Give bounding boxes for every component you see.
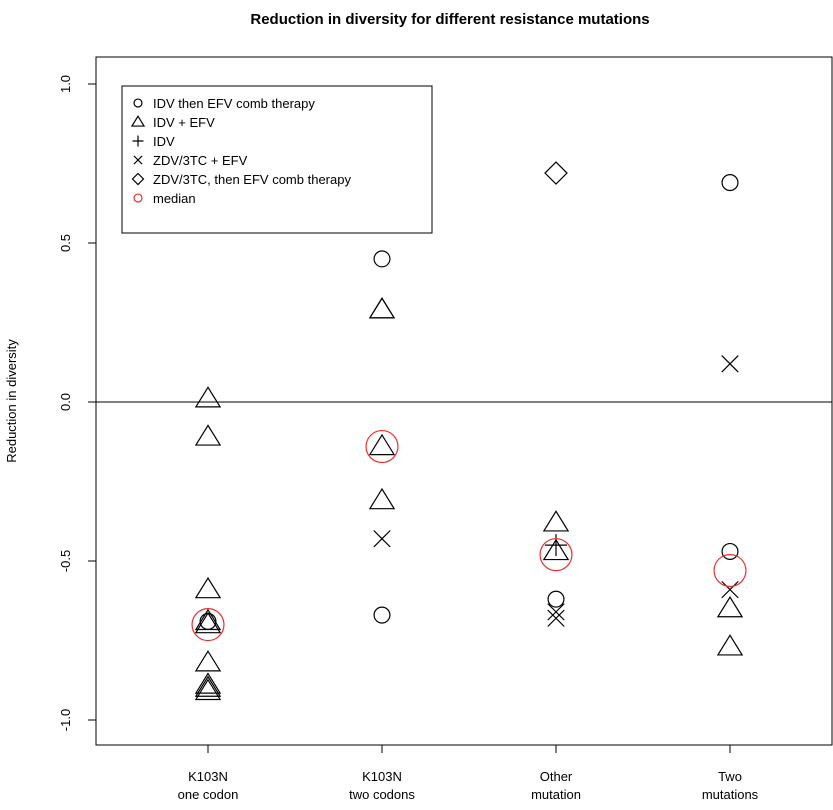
y-tick-label: -0.5 [58,550,73,572]
y-tick-label: 0.0 [58,393,73,411]
triangle-marker [194,611,222,634]
triangle-marker [542,510,570,532]
median-marker [539,538,573,572]
legend-symbol [131,172,145,186]
legend-label: median [153,191,196,206]
median-marker [713,553,747,588]
y-axis: -1.0 -0.5 0.0 0.5 1.0 [58,75,96,731]
circle-marker [373,606,391,624]
x-tick-label: mutation [531,787,581,802]
triangle-marker [194,424,222,446]
cross-marker [547,603,565,621]
triangle-marker [194,386,222,408]
cross-marker [721,580,739,599]
legend-label: ZDV/3TC + EFV [153,153,248,168]
triangle-marker [194,608,222,631]
chart-title: Reduction in diversity for different res… [250,11,649,28]
cross-marker [547,609,565,627]
legend-symbol [133,193,143,203]
triangle-marker [716,634,744,656]
triangle-marker [368,297,396,319]
legend-label: IDV then EFV comb therapy [153,96,315,111]
legend: IDV then EFV comb therapy IDV + EFV IDV ZDV… [121,85,433,234]
circle-marker [721,174,739,192]
median-marker [365,429,399,464]
triangle-marker [368,297,396,319]
triangle-marker [368,487,396,510]
circle-marker [373,250,391,268]
x-tick-label: Two [718,769,742,784]
circle-marker [547,590,565,608]
triangle-marker [194,576,222,599]
x-tick-label: one codon [178,787,239,802]
legend-items: IDV then EFV comb therapy IDV + EFV IDV ZDV… [130,96,351,206]
legend-symbol [132,135,144,147]
triangle-marker [194,672,222,694]
y-axis-label: Reduction in diversity [4,339,19,463]
legend-symbol [133,155,143,165]
triangle-marker [542,538,570,561]
cross-marker [721,355,739,373]
x-tick-label: K103N [188,769,228,784]
x-tick-label: mutations [702,787,759,802]
legend-label: ZDV/3TC, then EFV comb therapy [153,172,351,187]
triangle-marker [194,675,222,697]
y-tick-label: -1.0 [58,709,73,731]
triangle-marker [368,433,396,456]
triangle-marker [716,596,744,618]
plot-box [95,56,833,746]
triangle-marker [194,650,222,672]
x-tick-label: two codons [349,787,415,802]
legend-label: IDV [153,134,175,149]
legend-symbol [133,98,143,108]
plus-marker [545,534,567,557]
y-tick-label: 1.0 [58,75,73,93]
x-axis: K103N one codon K103N two codons Other mutati… [178,745,759,802]
data-points [191,161,747,701]
median-marker [191,608,225,642]
x-tick-label: Other [540,769,573,784]
y-tick-label: 0.5 [58,234,73,252]
cross-marker [373,530,391,548]
legend-box [121,85,433,234]
legend-label: IDV + EFV [153,115,215,130]
x-tick-label: K103N [362,769,402,784]
diamond-marker [544,161,568,185]
triangle-marker [194,678,222,701]
circle-marker [721,542,739,560]
legend-symbol [130,115,146,127]
